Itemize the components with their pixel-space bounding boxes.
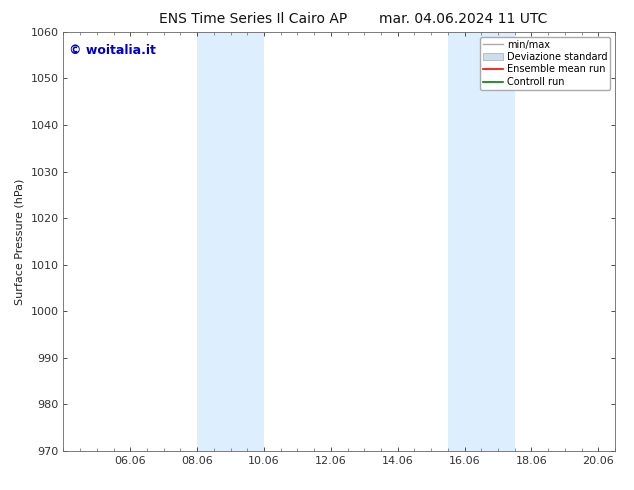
- Y-axis label: Surface Pressure (hPa): Surface Pressure (hPa): [15, 178, 25, 304]
- Text: ENS Time Series Il Cairo AP: ENS Time Series Il Cairo AP: [160, 12, 347, 26]
- Legend: min/max, Deviazione standard, Ensemble mean run, Controll run: min/max, Deviazione standard, Ensemble m…: [481, 37, 610, 90]
- Text: © woitalia.it: © woitalia.it: [69, 45, 156, 57]
- Bar: [231, 32, 264, 451]
- Text: mar. 04.06.2024 11 UTC: mar. 04.06.2024 11 UTC: [378, 12, 547, 26]
- Bar: [481, 32, 515, 451]
- Bar: [448, 32, 481, 451]
- Bar: [197, 32, 231, 451]
